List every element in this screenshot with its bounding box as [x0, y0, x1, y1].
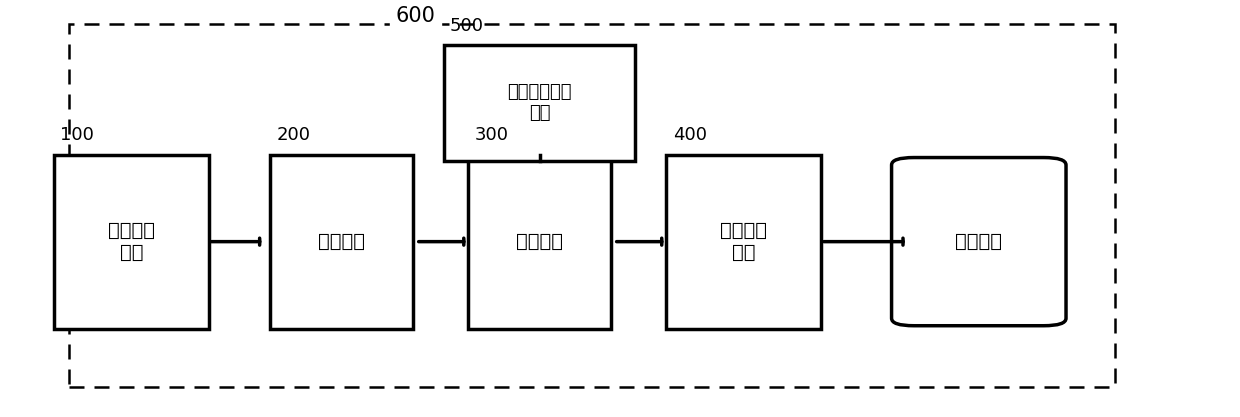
Text: 隔离检测
单元: 隔离检测 单元: [720, 221, 768, 262]
Bar: [469, 155, 611, 329]
Text: 分压单元: 分压单元: [319, 232, 365, 251]
Text: 100: 100: [61, 126, 94, 144]
Text: 降压储能
单元: 降压储能 单元: [108, 221, 155, 262]
FancyBboxPatch shape: [892, 158, 1066, 326]
Bar: [55, 155, 208, 329]
Text: 微控制器: 微控制器: [955, 232, 1002, 251]
Text: 300: 300: [475, 126, 508, 144]
Text: 200: 200: [277, 126, 311, 144]
Text: 600: 600: [396, 6, 435, 26]
Bar: [666, 155, 821, 329]
Text: 比较单元: 比较单元: [516, 232, 563, 251]
Text: 400: 400: [672, 126, 707, 144]
Text: 500: 500: [450, 17, 484, 35]
Bar: [69, 24, 1115, 387]
Bar: [444, 45, 635, 161]
Bar: [270, 155, 413, 329]
Text: 阻止电流反灌
单元: 阻止电流反灌 单元: [507, 83, 572, 122]
